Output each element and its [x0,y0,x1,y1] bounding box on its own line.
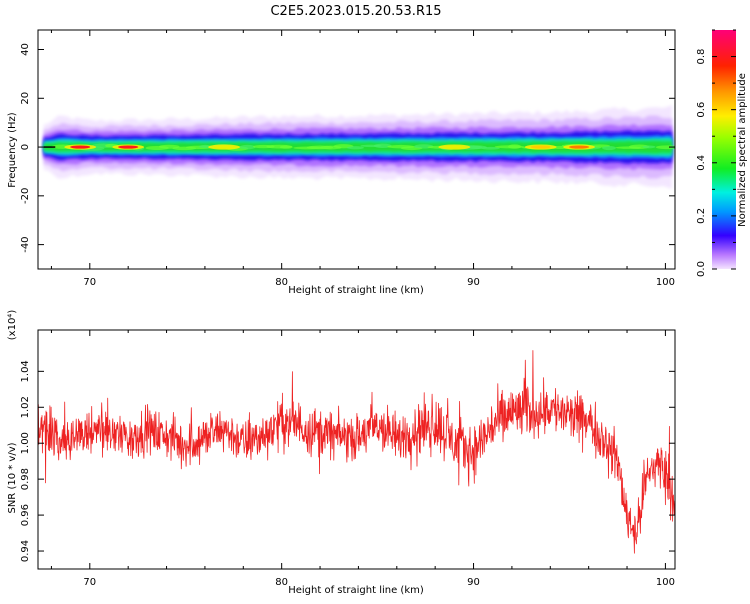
snr-y-axis-label: SNR (10 * v/v) [7,442,18,513]
colorbar-tick-label: 0.8 [696,49,707,65]
snr-plot-area [38,350,675,554]
snr-axes: 70 80 90 100 0.94 0.96 0.98 1.00 1.02 1.04 [20,330,675,588]
spectrogram-texture [508,144,522,149]
snr-y-tick-label: 1.02 [20,396,31,418]
snr-x-tick-label: 90 [467,577,480,588]
spectrogram-x-tick-label: 80 [275,277,288,288]
colorbar-tick-label: 0.0 [696,261,707,277]
spectrogram-hotspot [530,145,551,149]
spectrogram-texture [602,145,616,151]
spectrogram-texture [481,146,500,150]
snr-panel: 70 80 90 100 0.94 0.96 0.98 1.00 1.02 1.04 Height… [7,310,676,596]
colorbar-tick-label: 0.6 [696,102,707,118]
colorbar-ticks: 0.0 0.2 0.4 0.6 0.8 [696,29,736,277]
snr-y-tick-label: 0.94 [20,540,31,562]
spectrogram-axes: 70 80 90 100 -40 -20 0 20 40 [20,30,675,288]
snr-x-tick-label: 70 [83,577,96,588]
snr-y-tick-label: 0.96 [20,504,31,526]
spectrogram-hotspot [214,145,235,149]
snr-frame [37,329,676,570]
colorbar-tick-label: 0.4 [696,155,707,171]
colorbar: 0.0 0.2 0.4 0.6 0.8 Normalized spectral ampl… [696,29,748,277]
spectrogram-y-axis-label: Frequency (Hz) [7,112,18,188]
spectrogram-hotspot [444,145,465,149]
colorbar-tick-label: 0.2 [696,208,707,224]
snr-x-axis-label: Height of straight line (km) [288,585,424,596]
spectrogram-hotspot [70,145,91,149]
spectrogram-texture [655,145,675,150]
snr-series-line [38,350,675,554]
spectrogram-hotspot [569,145,590,149]
spectrogram-panel: 70 80 90 100 -40 -20 0 20 40 Height of straight … [7,29,676,296]
spectrogram-texture [642,145,656,149]
spectrogram-x-tick-label: 100 [656,277,675,288]
snr-y-tick-label: 1.00 [20,432,31,454]
snr-y-tick-label: 0.98 [20,468,31,490]
snr-x-tick-label: 100 [656,577,675,588]
page-title: C2E5.2023.015.20.53.R15 [270,4,441,19]
spectrogram-y-tick-label: 40 [20,43,31,56]
colorbar-gradient [712,30,736,269]
snr-x-tick-label: 80 [275,577,288,588]
spectrogram-texture [373,143,392,149]
spectrogram-y-tick-label: 0 [20,144,31,150]
spectrogram-plot-area [43,105,675,190]
snr-y-multiplier: (x10⁴) [7,310,18,341]
spectrogram-texture [239,144,256,150]
spectrogram-y-tick-label: -40 [20,236,31,252]
spectrogram-texture [346,146,364,150]
spectrogram-y-tick-label: -20 [20,188,31,204]
colorbar-label: Normalized spectral amplitude [737,73,748,227]
spectrogram-x-tick-label: 90 [467,277,480,288]
snr-y-tick-label: 1.04 [20,360,31,382]
spectrogram-y-tick-label: 20 [20,92,31,105]
spectrogram-x-tick-label: 70 [83,277,96,288]
spectrogram-hotspot [118,145,139,149]
spectrogram-frame [37,29,676,270]
spectrogram-x-axis-label: Height of straight line (km) [288,285,424,296]
spectrogram-texture [279,145,293,149]
